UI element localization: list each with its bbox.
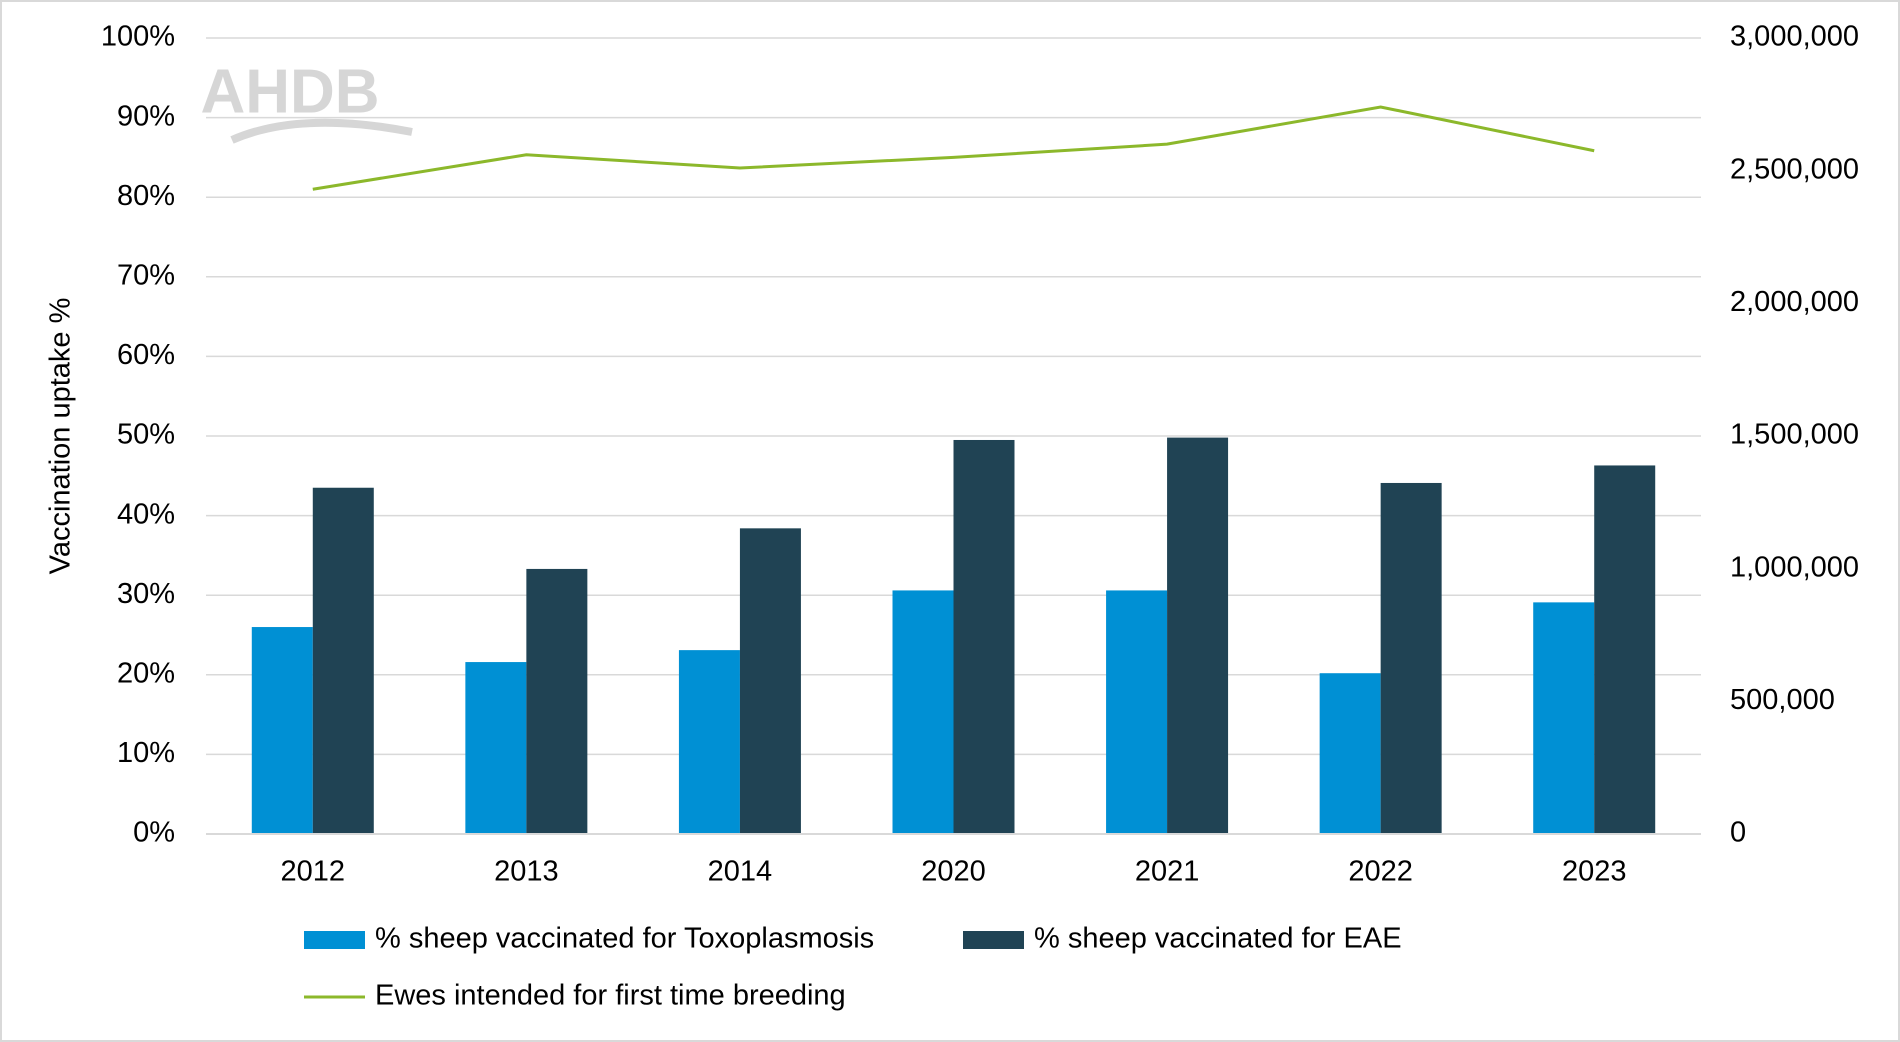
y2-tick-label: 1,000,000 bbox=[1730, 551, 1859, 583]
x-tick-label: 2022 bbox=[1348, 856, 1413, 888]
y-tick-label: 30% bbox=[117, 578, 175, 610]
y2-tick-label: 2,500,000 bbox=[1730, 153, 1859, 185]
y-tick-label: 20% bbox=[117, 657, 175, 689]
x-tick-label: 2014 bbox=[708, 856, 773, 888]
watermark: AHDB bbox=[200, 57, 379, 126]
x-tick-label: 2013 bbox=[494, 856, 559, 888]
y-tick-label: 70% bbox=[117, 259, 175, 291]
y-tick-label: 60% bbox=[117, 339, 175, 371]
x-tick-label: 2023 bbox=[1562, 856, 1627, 888]
bar bbox=[892, 590, 954, 834]
y2-tick-label: 3,000,000 bbox=[1730, 21, 1859, 53]
bar bbox=[1380, 482, 1442, 834]
bar bbox=[312, 487, 374, 834]
y-tick-label: 50% bbox=[117, 419, 175, 451]
bar bbox=[251, 627, 313, 834]
bar bbox=[526, 568, 588, 834]
legend-label: Ewes intended for first time breeding bbox=[375, 980, 846, 1012]
bar bbox=[953, 439, 1015, 834]
y-tick-label: 80% bbox=[117, 180, 175, 212]
legend-label: % sheep vaccinated for EAE bbox=[1034, 923, 1402, 955]
bar bbox=[678, 650, 740, 834]
legend-swatch bbox=[304, 931, 365, 949]
y-tick-label: 100% bbox=[101, 21, 175, 53]
y2-tick-label: 1,500,000 bbox=[1730, 419, 1859, 451]
x-tick-label: 2020 bbox=[921, 856, 986, 888]
y-tick-label: 10% bbox=[117, 737, 175, 769]
bar bbox=[1533, 602, 1595, 834]
bar bbox=[1319, 673, 1381, 834]
bar bbox=[1594, 465, 1656, 834]
y-tick-label: 40% bbox=[117, 498, 175, 530]
y2-tick-label: 2,000,000 bbox=[1730, 286, 1859, 318]
bar bbox=[465, 662, 527, 834]
line bbox=[312, 105, 1595, 191]
y-tick-label: 90% bbox=[117, 100, 175, 132]
bar bbox=[1167, 437, 1229, 834]
y2-tick-label: 0 bbox=[1730, 817, 1746, 849]
y-tick-label: 0% bbox=[133, 817, 175, 849]
bar bbox=[1106, 590, 1168, 834]
watermark-swoosh bbox=[230, 118, 413, 144]
legend-swatch bbox=[963, 931, 1024, 949]
bar bbox=[739, 528, 801, 834]
y2-tick-label: 500,000 bbox=[1730, 684, 1835, 716]
y-axis-title: Vaccination uptake % bbox=[45, 298, 77, 575]
x-tick-label: 2021 bbox=[1135, 856, 1200, 888]
legend-label: % sheep vaccinated for Toxoplasmosis bbox=[375, 923, 874, 955]
x-tick-label: 2012 bbox=[281, 856, 346, 888]
